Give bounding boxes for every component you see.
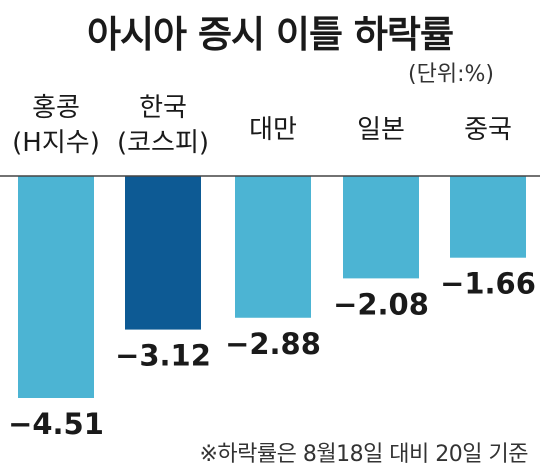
- category-label-0-0: 홍콩: [32, 93, 80, 123]
- data-label-4: −1.66: [440, 267, 536, 301]
- data-label-0: −4.51: [8, 407, 104, 441]
- category-label-3-0: 일본: [357, 115, 405, 145]
- category-label-4-0: 중국: [464, 115, 512, 145]
- data-label-3: −2.08: [333, 287, 429, 321]
- chart-title: 아시아 증시 이틀 하락률: [86, 13, 454, 56]
- category-label-1-0: 한국: [139, 93, 187, 123]
- bar-0: [18, 176, 94, 398]
- bar-3: [343, 176, 419, 279]
- category-label-2-0: 대만: [249, 115, 297, 145]
- category-label-0-1: (H지수): [12, 128, 100, 158]
- bar-2: [235, 176, 311, 318]
- category-label-1-1: (코스피): [117, 128, 209, 158]
- data-label-1: −3.12: [115, 339, 211, 373]
- footnote: ※하락률은 8월18일 대비 20일 기준: [199, 442, 528, 467]
- bar-1: [125, 176, 201, 330]
- unit-label: (단위:%): [408, 62, 494, 87]
- bar-4: [450, 176, 526, 258]
- data-label-2: −2.88: [225, 327, 321, 361]
